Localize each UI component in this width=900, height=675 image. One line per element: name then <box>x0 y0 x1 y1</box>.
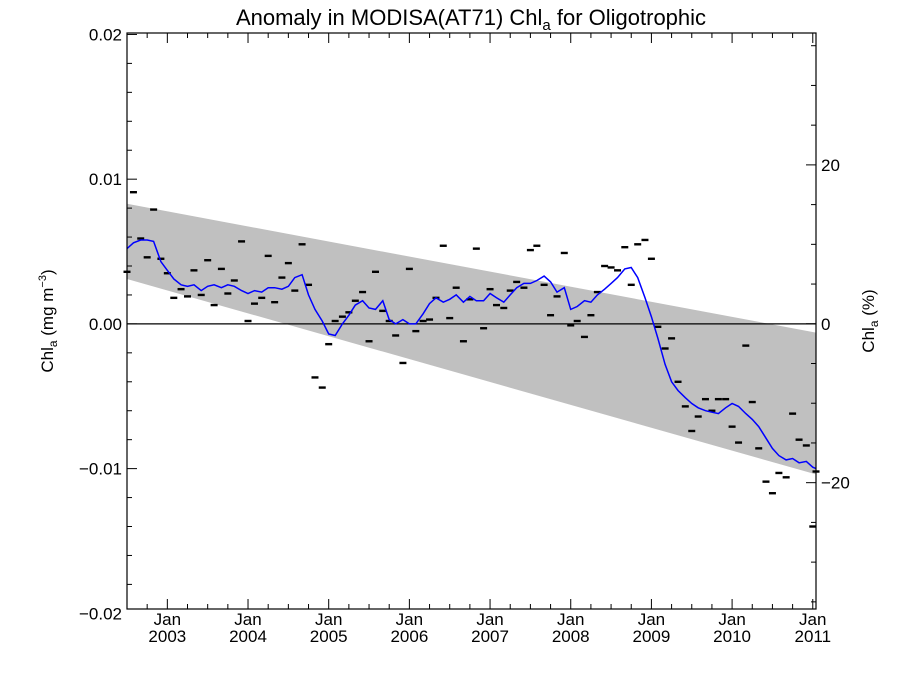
smoothed-line <box>126 239 817 470</box>
plot-frame <box>126 32 817 610</box>
x-tick-label-month: Jan <box>799 610 826 629</box>
x-tick-label-month: Jan <box>234 610 261 629</box>
x-tick-label-month: Jan <box>396 610 423 629</box>
x-tick-label-year: 2011 <box>794 627 831 646</box>
x-tick-label-month: Jan <box>638 610 665 629</box>
x-tick-label-month: Jan <box>315 610 342 629</box>
y-tick-label: 0.00 <box>89 315 122 334</box>
y2-tick-label: 0 <box>821 315 830 334</box>
y2-tick-label: −20 <box>821 474 850 493</box>
x-tick-label-month: Jan <box>718 610 745 629</box>
x-tick-label-year: 2007 <box>471 627 509 646</box>
x-tick-label-month: Jan <box>154 610 181 629</box>
y-tick-label: 0.02 <box>89 25 122 44</box>
chart-title: Anomaly in MODISA(AT71) Chla for Oligotr… <box>236 5 706 34</box>
x-tick-label-year: 2008 <box>552 627 590 646</box>
x-tick-label-year: 2005 <box>310 627 348 646</box>
x-tick-label-month: Jan <box>476 610 503 629</box>
x-tick-label-year: 2006 <box>390 627 428 646</box>
x-tick-label-year: 2009 <box>633 627 671 646</box>
x-tick-label-year: 2004 <box>229 627 267 646</box>
x-tick-label-year: 2010 <box>713 627 751 646</box>
plot-area: 0.020.010.00−0.01−0.02200−20Jan2003Jan20… <box>79 25 850 646</box>
x-tick-label-month: Jan <box>557 610 584 629</box>
y-tick-label: −0.02 <box>79 604 122 623</box>
x-tick-label-year: 2003 <box>148 627 186 646</box>
y2-tick-label: 20 <box>821 156 840 175</box>
y-tick-label: 0.01 <box>89 170 122 189</box>
y2-axis-label: Chla (%) <box>859 289 881 352</box>
y-tick-label: −0.01 <box>79 460 122 479</box>
trend-band <box>127 203 816 475</box>
y-axis-label: Chla (mg m−3) <box>37 269 60 372</box>
